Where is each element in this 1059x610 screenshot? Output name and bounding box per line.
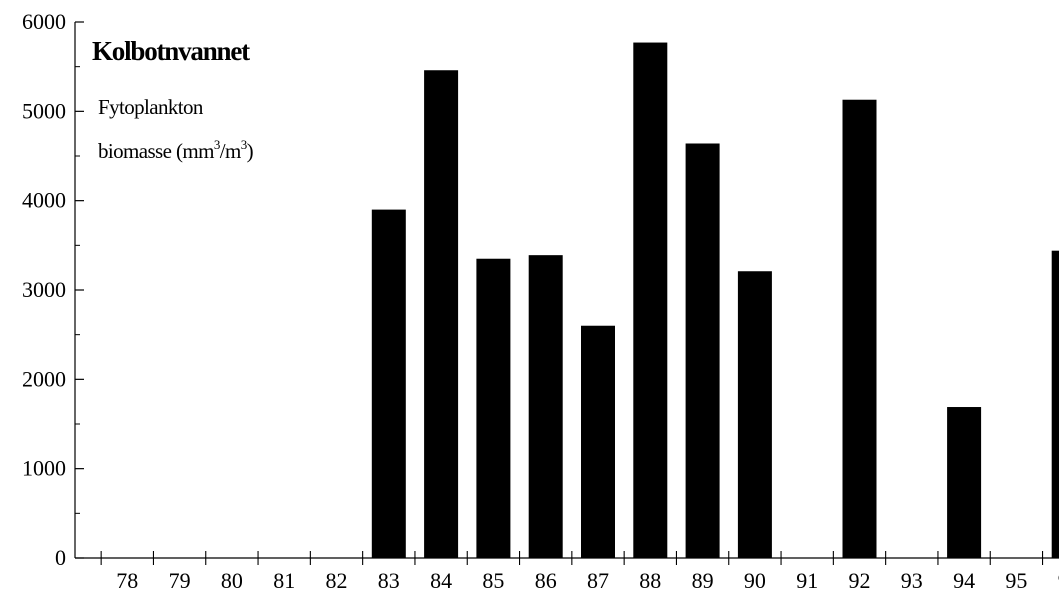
bar-86 bbox=[528, 255, 563, 558]
subtitle-unit-sup1: 3 bbox=[214, 137, 220, 152]
y-tick-label: 2000 bbox=[22, 366, 66, 391]
bars bbox=[371, 42, 1059, 559]
x-tick-label: 91 bbox=[796, 568, 818, 593]
x-tick-label: 94 bbox=[953, 568, 975, 593]
y-tick-label: 3000 bbox=[22, 277, 66, 302]
subtitle-unit-prefix: biomasse (mm bbox=[98, 139, 214, 163]
x-tick-label: 95 bbox=[1005, 568, 1027, 593]
chart-subtitle-line2: biomasse (mm3/m3) bbox=[98, 137, 254, 163]
x-tick-label: 90 bbox=[744, 568, 766, 593]
x-tick-label: 84 bbox=[430, 568, 452, 593]
x-tick-label: 83 bbox=[378, 568, 400, 593]
x-tick-label: 92 bbox=[849, 568, 871, 593]
x-tick-label: 87 bbox=[587, 568, 609, 593]
x-tick-label: 82 bbox=[326, 568, 348, 593]
y-tick-labels: 0 1000 2000 3000 4000 5000 6000 bbox=[22, 9, 66, 570]
y-tick-label: 1000 bbox=[22, 456, 66, 481]
x-tick-label: 96 bbox=[1058, 568, 1059, 593]
x-tick-labels: 78 79 80 81 82 83 84 85 86 87 88 89 90 91 92 93 94 95 96 bbox=[116, 568, 1059, 593]
x-tick-label: 93 bbox=[901, 568, 923, 593]
x-tick-label: 80 bbox=[221, 568, 243, 593]
x-ticks bbox=[100, 551, 1044, 565]
bar-85 bbox=[476, 258, 511, 558]
chart-title: Kolbotnvannet bbox=[92, 36, 250, 66]
bar-84 bbox=[424, 70, 459, 559]
x-tick-label: 81 bbox=[273, 568, 295, 593]
bar-96 bbox=[1051, 250, 1059, 558]
bar-90 bbox=[737, 271, 772, 558]
axes bbox=[74, 21, 1059, 565]
y-tick-label: 6000 bbox=[22, 9, 66, 34]
y-tick-label: 4000 bbox=[22, 188, 66, 213]
x-tick-label: 88 bbox=[639, 568, 661, 593]
subtitle-unit-sup2: 3 bbox=[241, 137, 247, 152]
bar-92 bbox=[842, 99, 877, 558]
bar-83 bbox=[371, 209, 406, 558]
bar-88 bbox=[633, 42, 668, 558]
bar-87 bbox=[581, 325, 615, 558]
bar-89 bbox=[685, 143, 720, 558]
y-tick-label: 5000 bbox=[22, 98, 66, 123]
x-tick-label: 86 bbox=[535, 568, 557, 593]
x-tick-label: 79 bbox=[169, 568, 191, 593]
x-tick-label: 85 bbox=[482, 568, 504, 593]
chart-subtitle-line1: Fytoplankton bbox=[98, 95, 204, 119]
y-ticks bbox=[75, 21, 84, 559]
subtitle-unit-mid: /m bbox=[220, 139, 241, 163]
bar-94 bbox=[947, 407, 982, 558]
x-tick-label: 89 bbox=[692, 568, 714, 593]
x-tick-label: 78 bbox=[116, 568, 138, 593]
subtitle-unit-suffix: ) bbox=[247, 139, 254, 163]
y-tick-label: 0 bbox=[55, 545, 66, 570]
